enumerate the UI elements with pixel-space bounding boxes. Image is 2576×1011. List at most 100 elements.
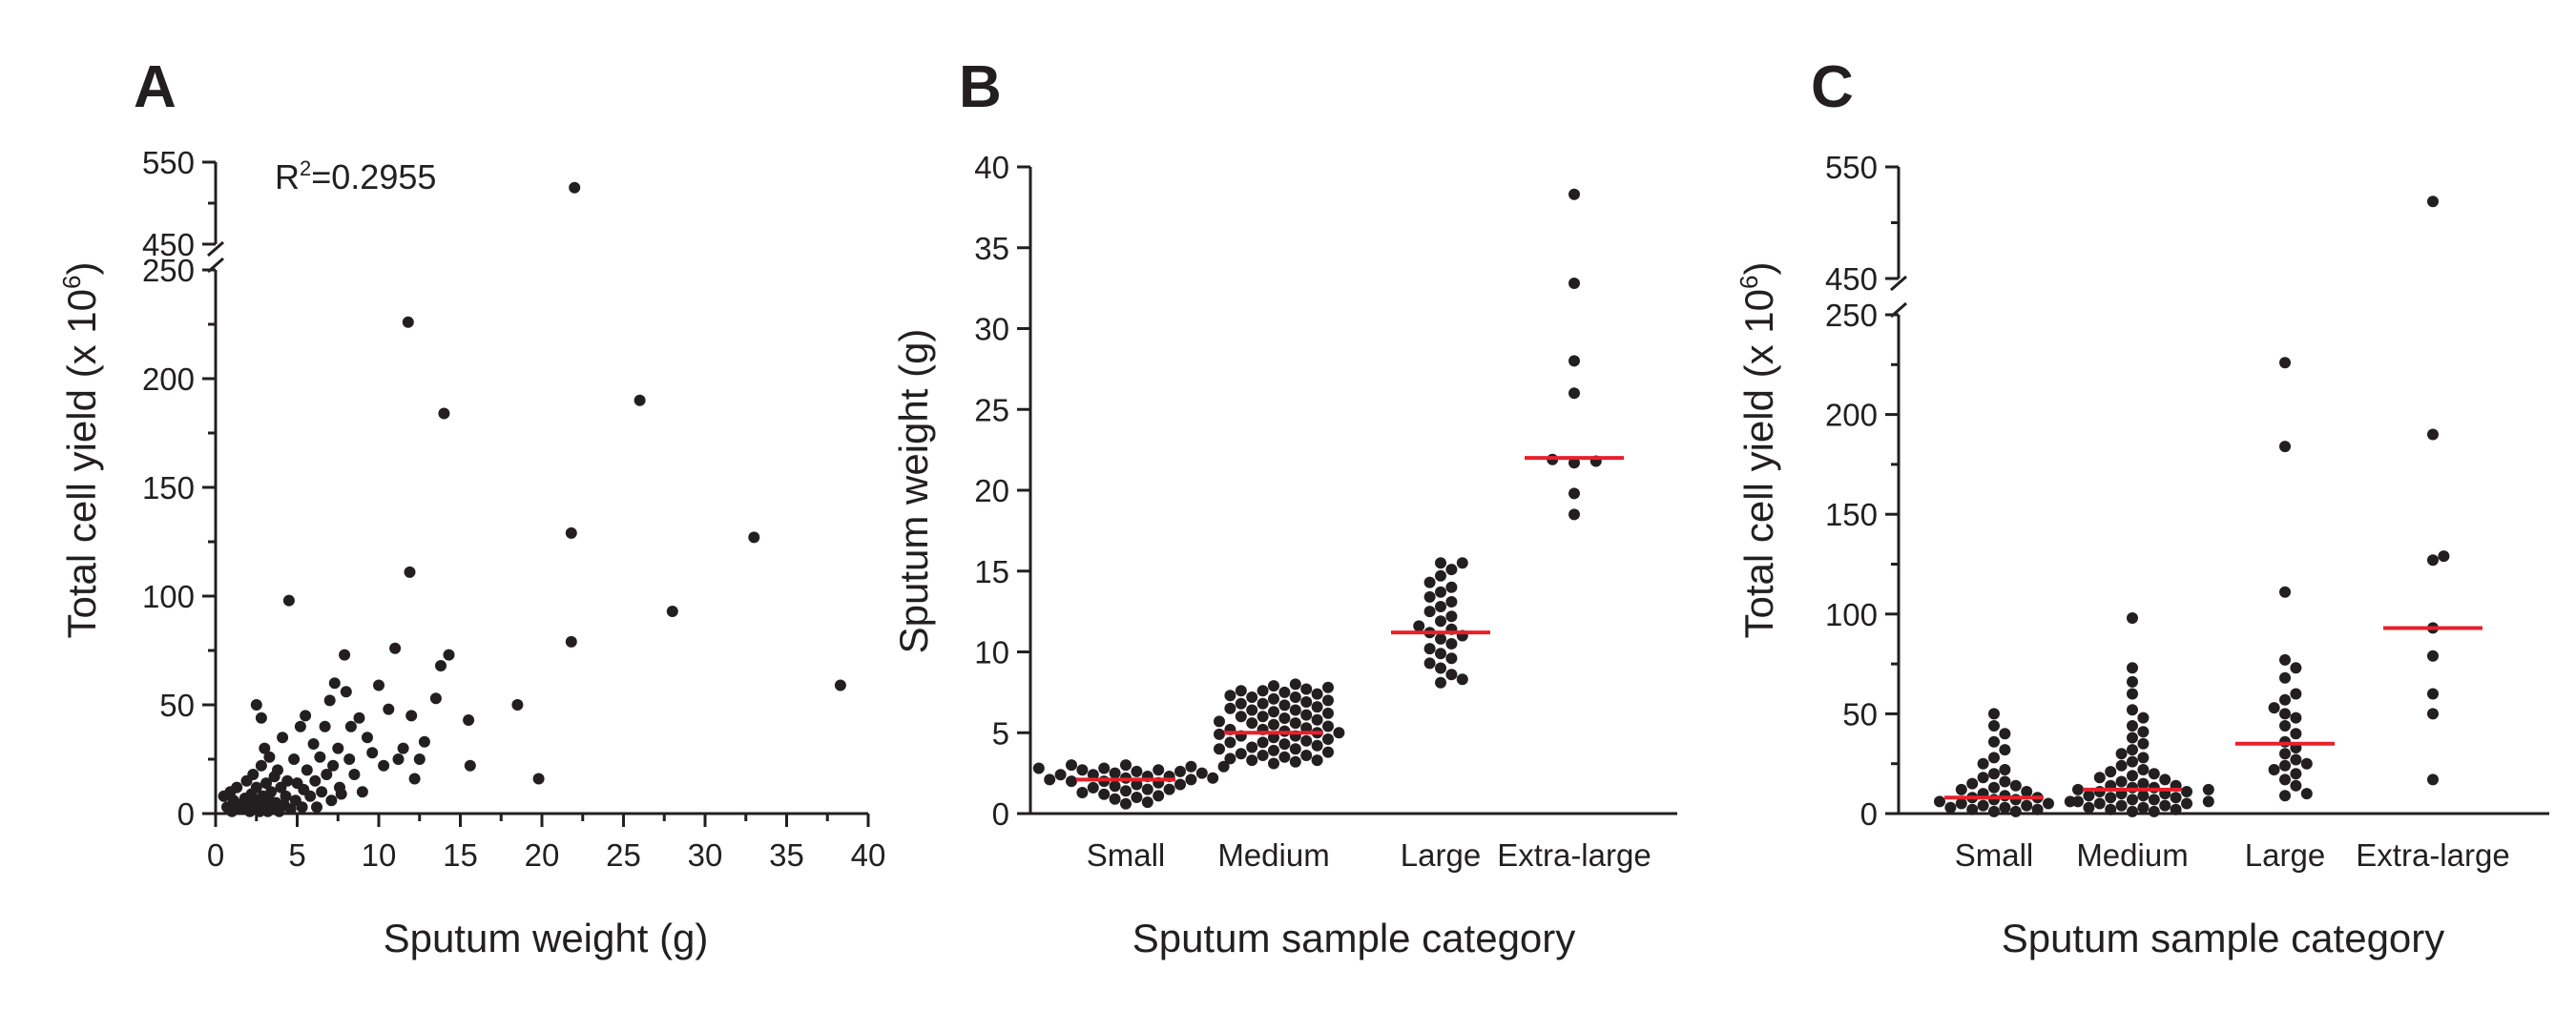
- data-point: [308, 738, 320, 750]
- data-point: [2137, 790, 2149, 801]
- data-point: [2279, 357, 2291, 368]
- data-point: [1174, 766, 1186, 777]
- data-point: [1224, 736, 1236, 748]
- data-point: [311, 801, 322, 813]
- data-point: [2301, 788, 2313, 799]
- panel-c-x-tick-label: Extra-large: [2356, 837, 2509, 873]
- panel-b-xlabel: Sputum sample category: [1132, 916, 1576, 960]
- data-point: [1322, 682, 1334, 693]
- data-point: [1110, 794, 1121, 805]
- data-point: [1110, 768, 1121, 779]
- data-point: [1435, 648, 1446, 659]
- data-point: [1300, 750, 1312, 761]
- data-point: [1424, 606, 1436, 617]
- panel-b-ylabel: Sputum weight (g): [891, 329, 936, 654]
- data-point: [1312, 740, 1323, 752]
- data-point: [343, 753, 355, 765]
- data-point: [2269, 702, 2280, 713]
- data-point: [1300, 710, 1312, 721]
- panel-a-y-tick-label: 200: [142, 361, 195, 397]
- panel-a-y-tick-label: 50: [159, 688, 195, 723]
- data-point: [1268, 680, 1279, 691]
- panel-c-ylabel-sup: 6: [1735, 276, 1763, 289]
- data-point: [1268, 706, 1279, 717]
- data-point: [2072, 784, 2084, 795]
- data-point: [2083, 790, 2094, 801]
- data-point: [1110, 780, 1121, 792]
- panel-b-y-tick-label: 35: [974, 231, 1009, 266]
- data-point: [1088, 782, 1099, 794]
- data-point: [398, 743, 409, 754]
- panel-c-y-tick-label: 0: [1860, 796, 1878, 832]
- data-point: [2279, 720, 2291, 732]
- data-point: [2203, 784, 2214, 795]
- data-point: [2171, 804, 2182, 815]
- data-point: [1435, 570, 1446, 582]
- data-point: [634, 395, 646, 406]
- data-point: [2127, 794, 2138, 805]
- data-point: [2279, 587, 2291, 598]
- data-point: [304, 791, 316, 802]
- data-point: [2279, 654, 2291, 666]
- data-point: [1300, 684, 1312, 695]
- data-point: [2427, 689, 2439, 700]
- data-point: [2105, 804, 2116, 815]
- data-point: [569, 182, 580, 194]
- data-point: [438, 408, 449, 420]
- data-point: [1988, 708, 2000, 719]
- data-point: [373, 680, 384, 691]
- data-point: [393, 753, 405, 765]
- data-point: [1322, 721, 1334, 732]
- data-point: [2149, 806, 2160, 817]
- data-point: [1246, 742, 1257, 753]
- data-point: [2149, 768, 2160, 779]
- data-point: [1246, 754, 1257, 766]
- data-point: [2290, 754, 2301, 766]
- panel-b-x-tick-label: Large: [1401, 837, 1481, 873]
- data-point: [2137, 764, 2149, 775]
- data-point: [263, 752, 275, 763]
- data-point: [1066, 775, 1077, 787]
- data-point: [1445, 652, 1457, 664]
- data-point: [1988, 768, 2000, 779]
- panel-a-x-tick-label: 25: [606, 837, 641, 873]
- panel-letter-c: C: [1811, 54, 1854, 120]
- data-point: [2127, 704, 2138, 715]
- data-point: [444, 650, 455, 661]
- data-point: [1098, 763, 1110, 774]
- data-point: [1290, 678, 1301, 690]
- data-point: [403, 317, 414, 328]
- data-point: [1999, 728, 2010, 739]
- data-point: [1999, 802, 2010, 814]
- panel-c-xlabel: Sputum sample category: [2002, 916, 2445, 960]
- data-point: [1956, 798, 1967, 810]
- data-point: [2279, 748, 2291, 759]
- panel-a-x-tick-label: 0: [207, 837, 224, 873]
- data-point: [2127, 662, 2138, 673]
- panel-c-y-tick-label: 250: [1825, 298, 1878, 333]
- data-point: [1224, 690, 1236, 701]
- data-point: [1257, 750, 1269, 761]
- data-point: [1055, 769, 1067, 780]
- data-point: [465, 760, 476, 772]
- data-point: [1435, 615, 1446, 627]
- data-point: [1568, 189, 1580, 200]
- panel-b-x-tick-label: Medium: [1217, 837, 1329, 873]
- data-point: [2137, 802, 2149, 814]
- data-point: [1322, 708, 1334, 719]
- r-squared-annotation: R2=0.2955: [275, 156, 436, 196]
- data-point: [1999, 764, 2010, 775]
- data-point: [2279, 694, 2291, 706]
- panel-c-ylabel-close: ): [1736, 262, 1781, 276]
- data-point: [1236, 748, 1247, 759]
- panel-b-x-tick-label: Small: [1087, 837, 1166, 873]
- panel-c-y-tick-label: 450: [1825, 261, 1878, 297]
- data-point: [2427, 554, 2439, 566]
- data-point: [329, 677, 341, 689]
- data-point: [1300, 735, 1312, 747]
- panel-a-x-tick-label: 40: [851, 837, 886, 873]
- data-point: [272, 764, 283, 775]
- data-point: [1333, 727, 1344, 738]
